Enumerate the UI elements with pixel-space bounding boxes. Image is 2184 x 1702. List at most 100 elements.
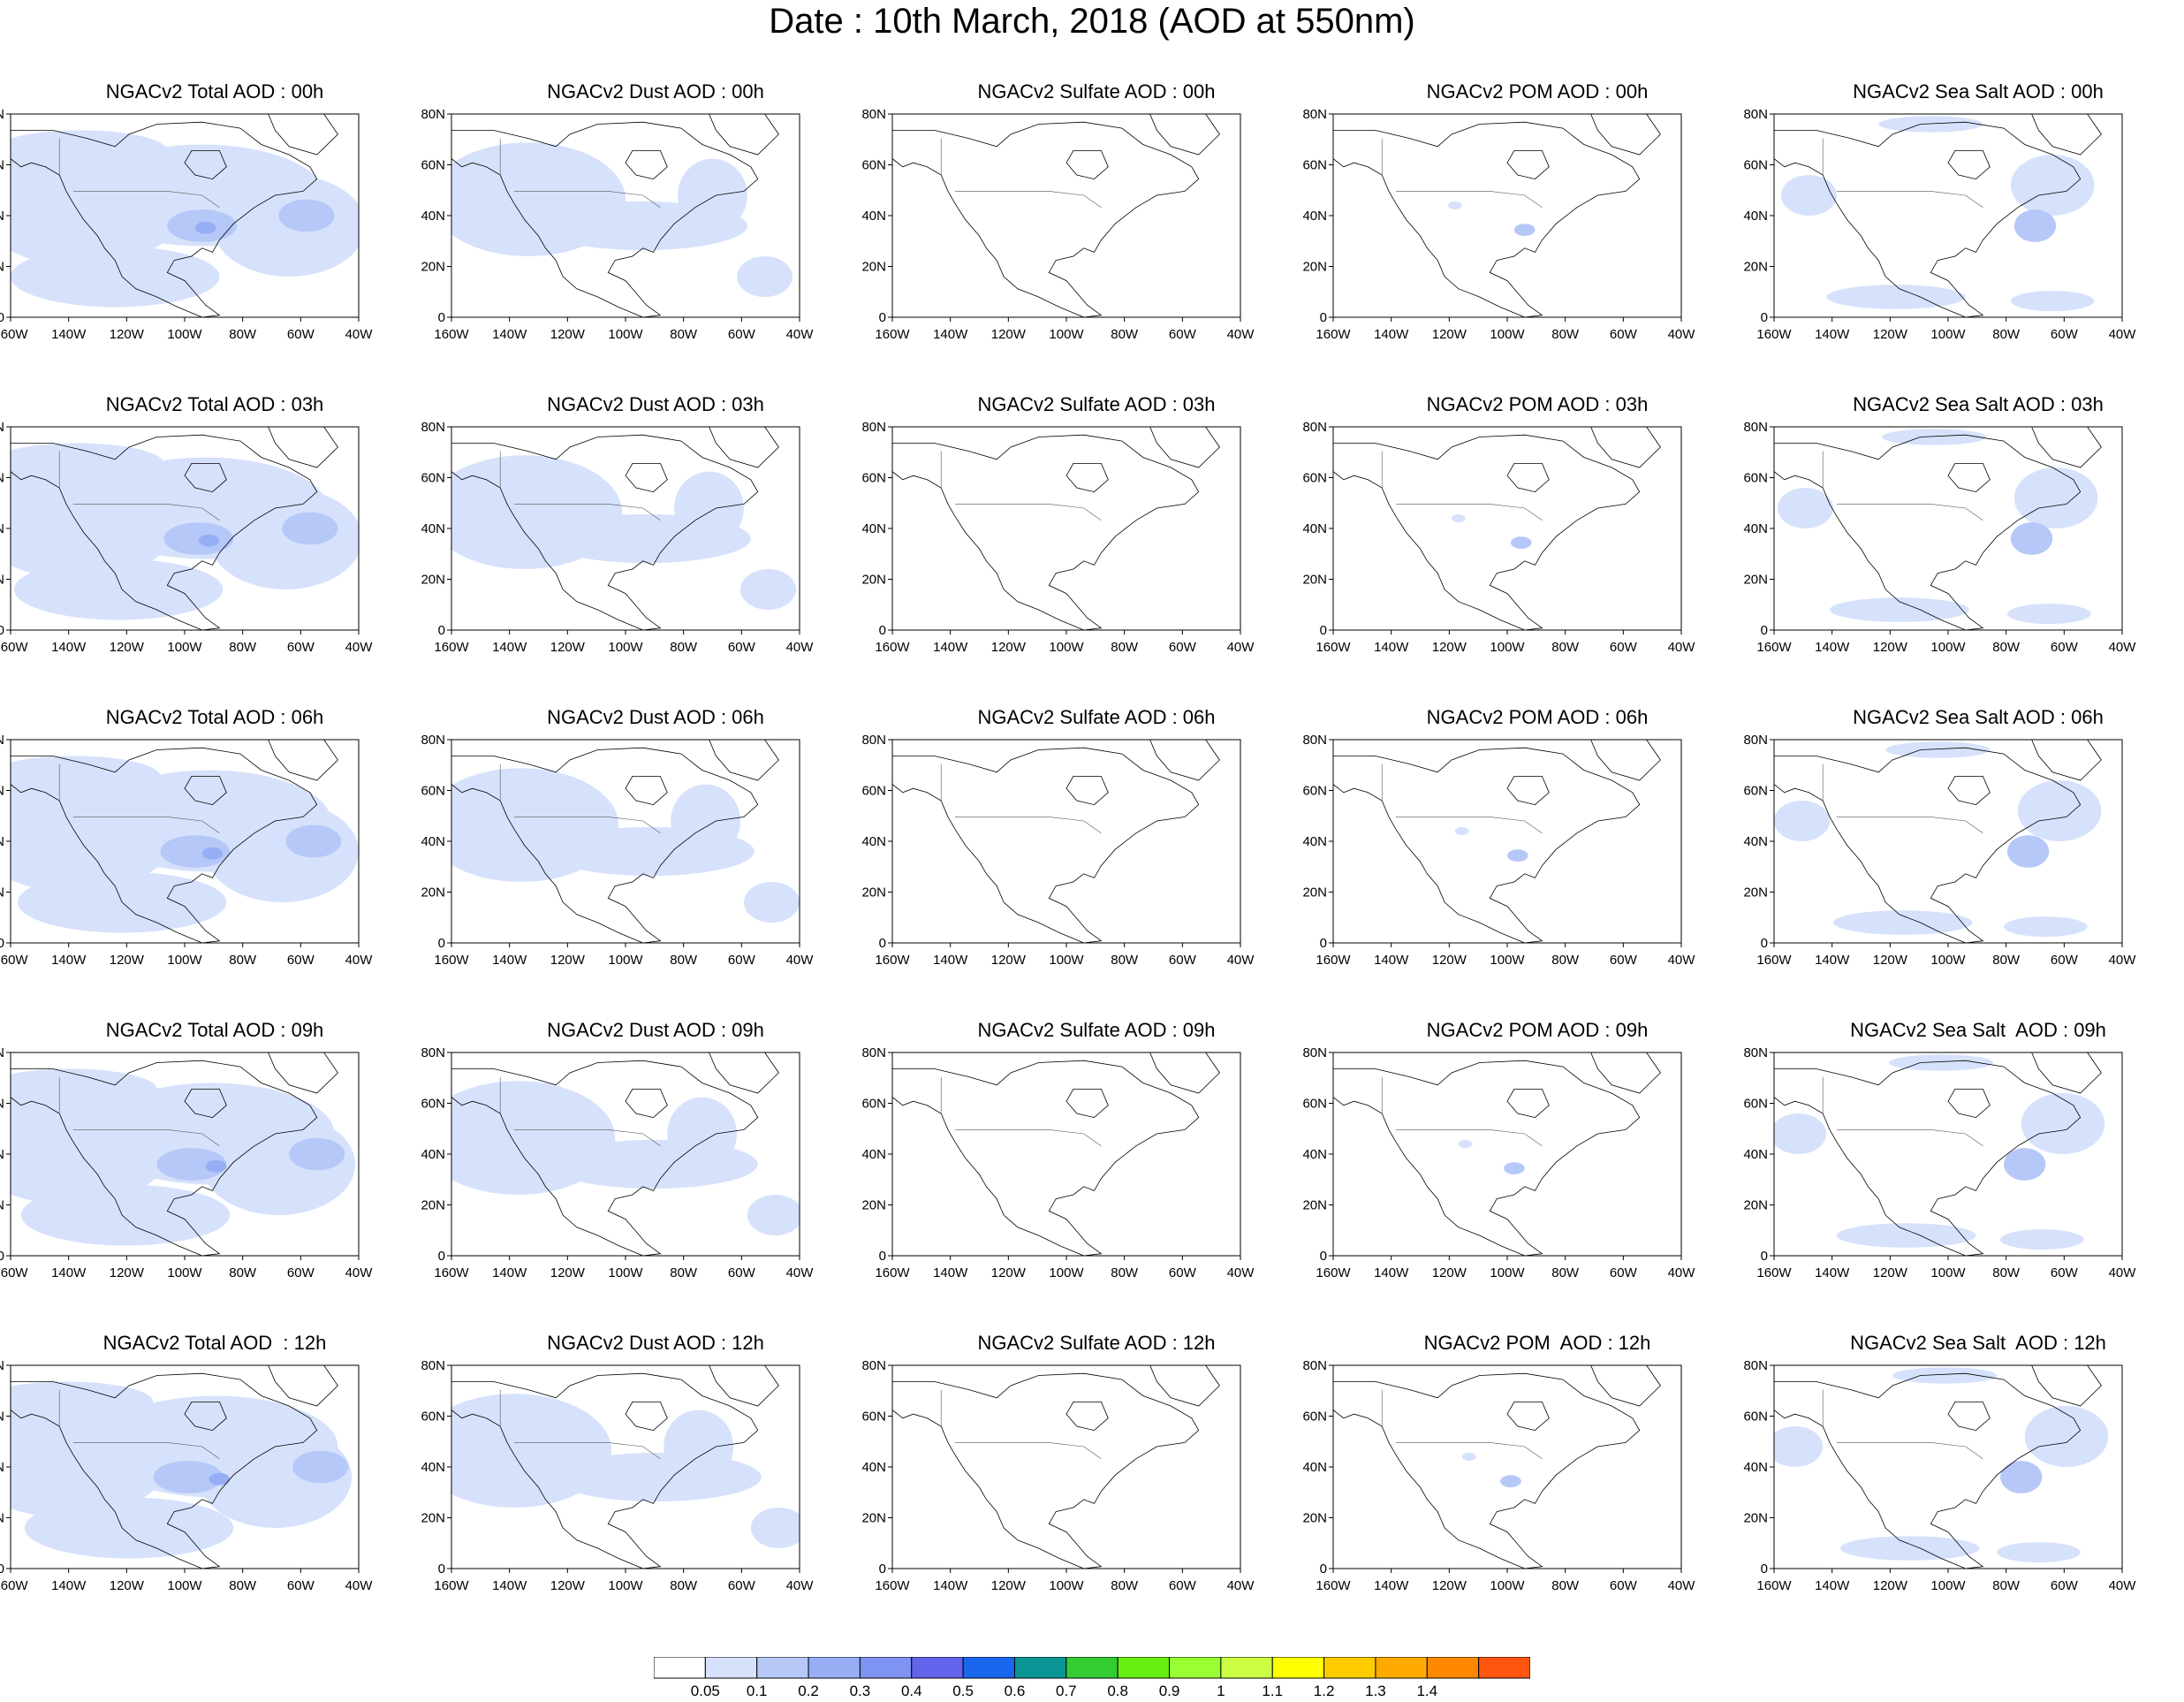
lat-tick-label: 40N [0, 209, 4, 224]
lat-tick-label: 80N [1302, 1045, 1327, 1060]
aod-field [194, 221, 216, 234]
lon-tick-label: 120W [991, 1265, 1027, 1280]
lon-tick-label: 140W [933, 327, 968, 342]
colorbar-swatch [756, 1657, 809, 1679]
lon-tick-label: 100W [167, 1578, 202, 1593]
lat-tick-label: 80N [1743, 420, 1768, 435]
lon-tick-label: 60W [1169, 327, 1197, 342]
colorbar: 0.05 0.1 0.2 0.3 0.4 0.5 0.6 0.7 0.8 0.9 1 1.1 1.2 1.… [654, 1657, 1530, 1697]
lat-tick-label: 80N [861, 420, 886, 435]
colorbar-swatch [1323, 1657, 1376, 1679]
lon-tick-label: 80W [229, 327, 257, 342]
lat-tick-label: 0 [0, 623, 4, 638]
lat-tick-label: 40N [421, 209, 445, 224]
aod-field [1507, 849, 1528, 862]
lat-tick-label: 20N [861, 573, 886, 588]
hudson-bay-outline [1506, 776, 1550, 806]
lat-tick-label: 40N [421, 1147, 445, 1162]
lon-tick-label: 120W [991, 953, 1027, 968]
lat-tick-label: 20N [1302, 573, 1327, 588]
map-panel: NGACv2 Sea Salt AOD : 09h 80N 60N 40N 20N 0 16… [1743, 1019, 2136, 1284]
lon-tick-label: 160W [1316, 327, 1351, 342]
lon-tick-label: 60W [728, 1578, 756, 1593]
lat-tick-label: 40N [1743, 521, 1768, 536]
lon-tick-label: 100W [1049, 640, 1084, 655]
lat-tick-label: 20N [1743, 260, 1768, 275]
lon-tick-label: 80W [1111, 327, 1139, 342]
map-panel: NGACv2 Sulfate AOD : 03h 80N 60N 40N 20N 0 160… [861, 393, 1255, 658]
lat-tick-label: 0 [438, 310, 445, 325]
lon-tick-label: 160W [0, 640, 28, 655]
map-frame [1773, 1052, 2123, 1257]
lat-tick-label: 80N [0, 107, 4, 122]
panel-title: NGACv2 Sea Salt AOD : 09h [1850, 1019, 2106, 1041]
colorbar-swatch [911, 1657, 964, 1679]
lat-tick-label: 60N [861, 784, 886, 799]
lon-tick-label: 60W [2051, 1578, 2079, 1593]
aod-field [2000, 1229, 2084, 1250]
lon-tick-label: 120W [1873, 327, 1908, 342]
lat-tick-label: 80N [1302, 733, 1327, 748]
greenland-outline [2031, 740, 2102, 781]
coastline [892, 1060, 1200, 1256]
aod-field [2017, 780, 2102, 841]
hudson-bay-outline [1065, 1089, 1109, 1119]
lon-tick-label: 100W [1490, 1265, 1525, 1280]
lon-tick-label: 140W [492, 1265, 527, 1280]
us-canada-border [1395, 504, 1543, 521]
lon-tick-label: 80W [1992, 640, 2021, 655]
map-frame [1332, 113, 1682, 318]
lat-tick-label: 40N [1302, 1460, 1327, 1475]
lat-tick-label: 80N [1743, 1358, 1768, 1373]
aod-field [2024, 1406, 2109, 1467]
greenland-outline [268, 1052, 338, 1094]
hudson-bay-outline [1947, 776, 1991, 806]
aod-field [1839, 1536, 1980, 1561]
lon-tick-label: 60W [287, 640, 315, 655]
lon-tick-label: 80W [670, 640, 698, 655]
lon-tick-label: 120W [110, 640, 145, 655]
hudson-bay-outline [184, 1402, 227, 1432]
colorbar-label: 0.8 [1107, 1683, 1128, 1697]
greenland-outline [1590, 114, 1661, 156]
lat-tick-label: 80N [0, 1045, 4, 1060]
greenland-outline [1590, 1365, 1661, 1407]
map-frame [1332, 1364, 1682, 1569]
map-panel: NGACv2 POM AOD : 09h 80N 60N 40N 20N 0 160W 140… [1302, 1019, 1695, 1284]
lat-tick-label: 40N [0, 1147, 4, 1162]
coastline [892, 121, 1200, 317]
coastline [11, 121, 318, 317]
coastline [1333, 121, 1641, 317]
map-frame [1332, 739, 1682, 944]
greenland-outline [1590, 1052, 1661, 1094]
aod-field [11, 246, 220, 308]
aod-field [1826, 285, 1966, 309]
aod-field [20, 1184, 231, 1246]
us-canada-border [72, 817, 220, 834]
greenland-outline [268, 1365, 338, 1407]
lat-tick-label: 60N [0, 784, 4, 799]
hudson-bay-outline [1947, 1089, 1991, 1119]
lon-tick-label: 60W [287, 327, 315, 342]
lon-tick-label: 60W [2051, 953, 2079, 968]
lat-tick-label: 20N [861, 1198, 886, 1213]
lat-tick-label: 40N [0, 521, 4, 536]
lat-tick-label: 40N [1743, 209, 1768, 224]
panel-title: NGACv2 POM AOD : 03h [1426, 393, 1649, 415]
lon-tick-label: 80W [1992, 953, 2021, 968]
map-panel: NGACv2 Sea Salt AOD : 03h 80N 60N 40N 20N 0 16… [1743, 393, 2136, 658]
lat-tick-label: 60N [421, 1097, 445, 1112]
hudson-bay-outline [184, 1089, 227, 1119]
panel-title: NGACv2 Total AOD : 12h [102, 1332, 327, 1354]
lat-tick-label: 0 [0, 1561, 4, 1577]
colorbar-swatch [704, 1657, 758, 1679]
coastline [1774, 121, 2082, 317]
lat-tick-label: 80N [421, 1358, 445, 1373]
